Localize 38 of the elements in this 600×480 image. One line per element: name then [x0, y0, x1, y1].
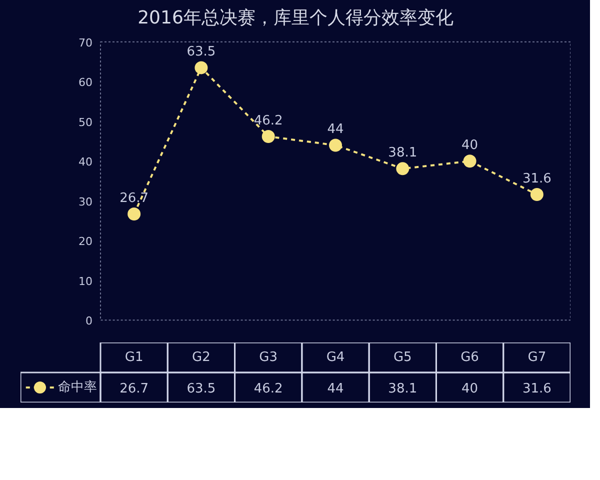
- x-tick-label: G6: [460, 350, 479, 365]
- x-tick-label: G3: [259, 350, 278, 365]
- point: [463, 154, 476, 168]
- x-tick-label: G7: [528, 350, 546, 365]
- y-tick-label: 20: [78, 235, 93, 248]
- point: [329, 138, 342, 152]
- text: 40: [462, 382, 478, 396]
- y-tick-label: 0: [86, 314, 92, 328]
- x-tick-label: G1: [124, 350, 144, 365]
- y-tick-label: 30: [78, 195, 93, 208]
- point: [396, 162, 410, 176]
- x-tick-label: G5: [393, 350, 412, 365]
- data-label: 46.2: [254, 113, 283, 128]
- text: 26.7: [120, 382, 149, 396]
- point: [194, 61, 208, 74]
- data-label: 38.1: [388, 146, 418, 161]
- x-tick-label: G4: [326, 350, 345, 365]
- legend-label: 命中率: [58, 379, 98, 395]
- text: 44: [327, 382, 344, 396]
- data-label: 26.7: [120, 191, 149, 206]
- point: [262, 130, 275, 143]
- y-tick-label: 50: [78, 116, 93, 129]
- point: [128, 208, 141, 220]
- point: [530, 188, 544, 202]
- y-tick-label: 10: [78, 274, 93, 288]
- data-label: 31.6: [522, 172, 552, 187]
- text: 38.1: [388, 382, 418, 396]
- text: 63.5: [186, 382, 216, 396]
- data-label: 40: [462, 138, 478, 154]
- x-tick-label: G2: [192, 350, 210, 365]
- y-tick-label: 60: [78, 76, 93, 90]
- y-tick-label: 70: [78, 36, 93, 50]
- text: 46.2: [254, 382, 283, 396]
- y-tick-label: 40: [78, 156, 93, 169]
- text: 31.6: [522, 382, 552, 396]
- data-label: 63.5: [186, 44, 216, 60]
- chart-title: 2016年总决赛，库里个人得分效率变化: [138, 8, 454, 28]
- data-label: 44: [327, 122, 344, 138]
